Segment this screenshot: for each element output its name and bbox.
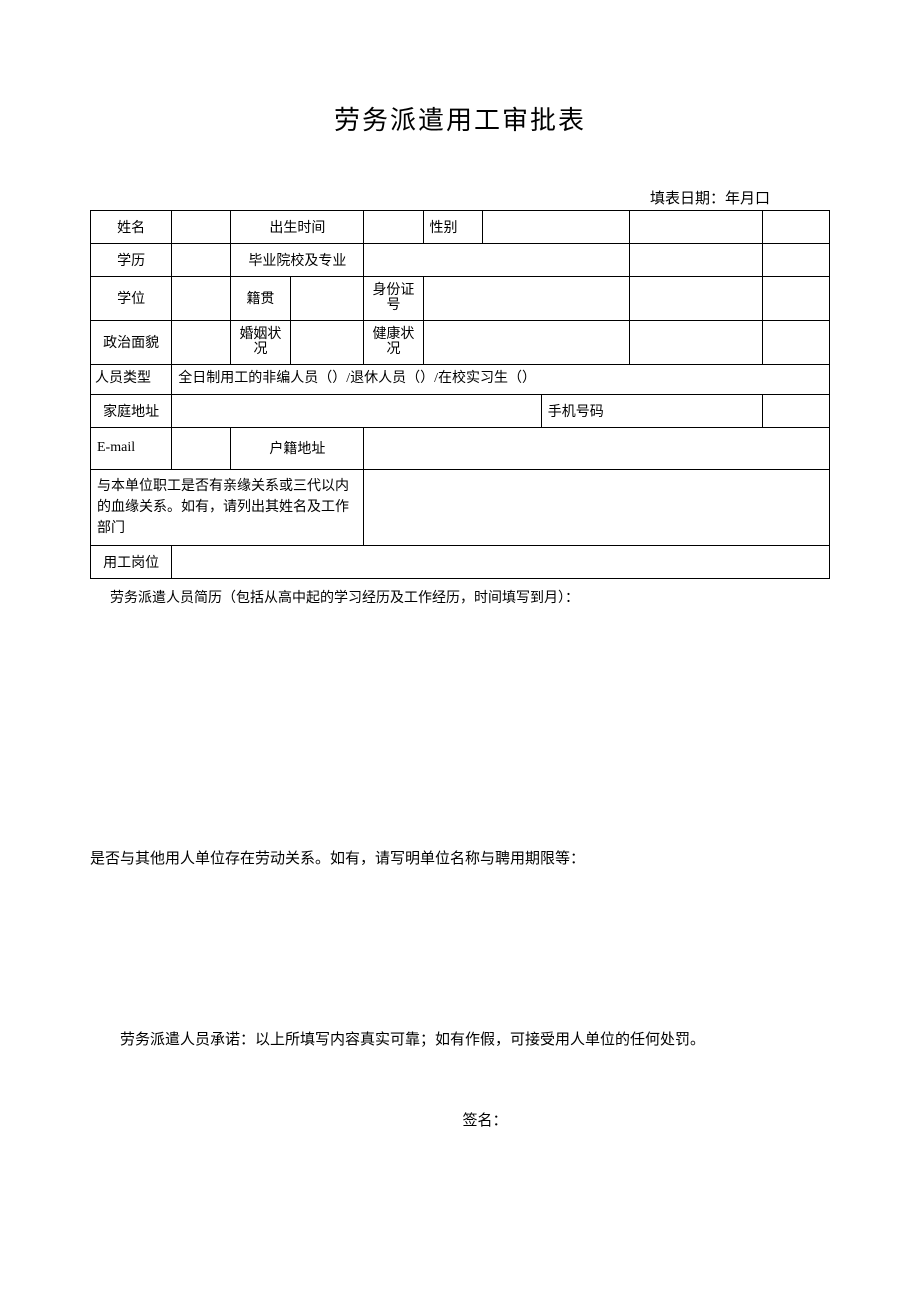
person-type-value[interactable]: 全日制用工的非编人员（）/退休人员（）/在校实习生（） (172, 364, 830, 394)
table-row: E-mail 户籍地址 (91, 427, 830, 469)
table-row: 与本单位职工是否有亲缘关系或三代以内的血缘关系。如有，请列出其姓名及工作部门 (91, 469, 830, 545)
table-row: 政治面貌 婚姻状况 健康状况 (91, 320, 830, 364)
residence-value[interactable] (364, 427, 830, 469)
cell-blank[interactable] (630, 244, 763, 277)
school-label: 毕业院校及专业 (231, 244, 364, 277)
cell-blank[interactable] (763, 244, 830, 277)
other-employer-question: 是否与其他用人单位存在劳动关系。如有，请写明单位名称与聘用期限等： (90, 847, 830, 868)
table-row: 学历 毕业院校及专业 (91, 244, 830, 277)
education-value[interactable] (172, 244, 231, 277)
health-label: 健康状况 (364, 320, 423, 364)
mobile-value[interactable] (763, 394, 830, 427)
position-value[interactable] (172, 545, 830, 578)
home-address-label: 家庭地址 (91, 394, 172, 427)
school-value[interactable] (364, 244, 630, 277)
id-label: 身份证号 (364, 277, 423, 321)
cell-blank[interactable] (630, 277, 763, 321)
id-value[interactable] (423, 277, 630, 321)
native-place-label: 籍贯 (231, 277, 290, 321)
email-value[interactable] (172, 427, 231, 469)
mobile-label: 手机号码 (541, 394, 763, 427)
birth-value[interactable] (364, 211, 423, 244)
signature-label: 签名： (90, 1109, 830, 1130)
education-label: 学历 (91, 244, 172, 277)
relation-label: 与本单位职工是否有亲缘关系或三代以内的血缘关系。如有，请列出其姓名及工作部门 (91, 469, 364, 545)
fill-date-label: 填表日期：年月口 (90, 187, 830, 208)
table-row: 姓名 出生时间 性别 (91, 211, 830, 244)
position-label: 用工岗位 (91, 545, 172, 578)
gender-label: 性别 (423, 211, 482, 244)
cell-blank[interactable] (630, 320, 763, 364)
email-label: E-mail (91, 427, 172, 469)
name-value[interactable] (172, 211, 231, 244)
person-type-label: 人员类型 (91, 364, 172, 394)
page-container: 劳务派遣用工审批表 填表日期：年月口 姓名 出生时间 性别 学历 (0, 0, 920, 1130)
cell-blank[interactable] (763, 320, 830, 364)
document-title: 劳务派遣用工审批表 (90, 100, 830, 137)
cell-blank[interactable] (763, 277, 830, 321)
resume-section-label: 劳务派遣人员简历（包括从高中起的学习经历及工作经历，时间填写到月）： (90, 587, 830, 607)
native-place-value[interactable] (290, 277, 364, 321)
cell-blank[interactable] (763, 211, 830, 244)
residence-label: 户籍地址 (231, 427, 364, 469)
political-value[interactable] (172, 320, 231, 364)
home-address-value[interactable] (172, 394, 541, 427)
promise-statement: 劳务派遣人员承诺：以上所填写内容真实可靠；如有作假，可接受用人单位的任何处罚。 (90, 1028, 830, 1049)
approval-form-table: 姓名 出生时间 性别 学历 毕业院校及专业 学位 籍贯 身份证号 (90, 210, 830, 579)
health-value[interactable] (423, 320, 630, 364)
marital-label: 婚姻状况 (231, 320, 290, 364)
political-label: 政治面貌 (91, 320, 172, 364)
marital-value[interactable] (290, 320, 364, 364)
name-label: 姓名 (91, 211, 172, 244)
cell-blank[interactable] (630, 211, 763, 244)
table-row: 用工岗位 (91, 545, 830, 578)
table-row: 学位 籍贯 身份证号 (91, 277, 830, 321)
table-row: 人员类型 全日制用工的非编人员（）/退休人员（）/在校实习生（） (91, 364, 830, 394)
table-row: 家庭地址 手机号码 (91, 394, 830, 427)
relation-value[interactable] (364, 469, 830, 545)
degree-value[interactable] (172, 277, 231, 321)
degree-label: 学位 (91, 277, 172, 321)
gender-value[interactable] (482, 211, 630, 244)
birth-label: 出生时间 (231, 211, 364, 244)
